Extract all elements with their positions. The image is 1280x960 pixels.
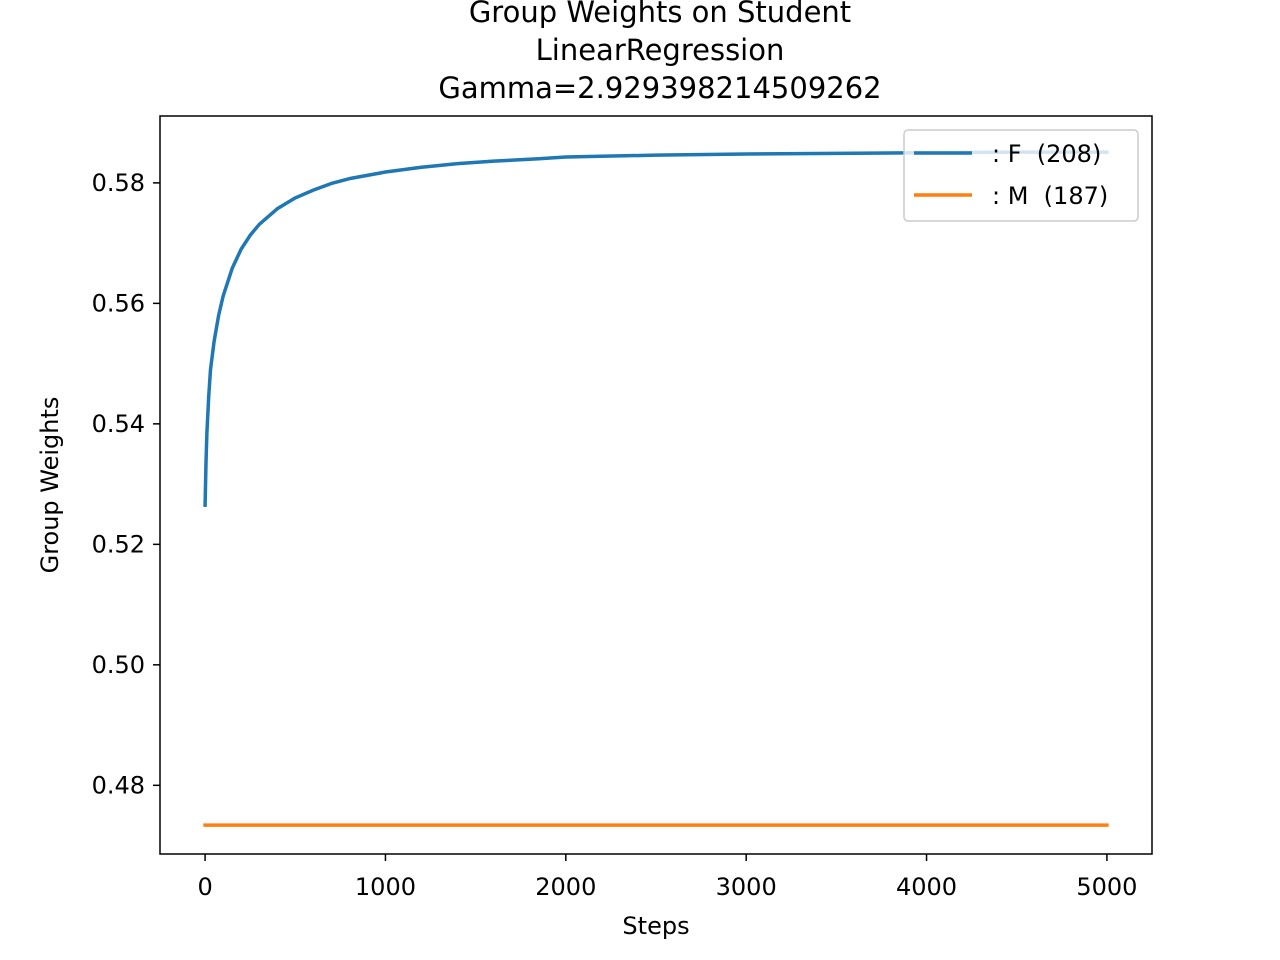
title-line: Gamma=2.929398214509262: [438, 71, 881, 105]
x-tick-label: 2000: [535, 873, 596, 901]
x-tick-label: 5000: [1076, 873, 1137, 901]
x-tick-label: 1000: [355, 873, 416, 901]
x-axis-label: Steps: [622, 912, 689, 940]
y-tick-label: 0.54: [92, 410, 145, 438]
legend: : F (208) : M (187): [903, 129, 1139, 222]
title-line: Group Weights on Student: [469, 0, 851, 29]
x-tick-label: 0: [197, 873, 212, 901]
y-tick-label: 0.48: [92, 771, 145, 799]
y-tick-label: 0.52: [92, 530, 145, 558]
y-tick-label: 0.50: [92, 651, 145, 679]
x-axis: 0 1000 2000 3000 4000 5000: [197, 854, 1137, 901]
legend-label: : F (208): [992, 140, 1101, 168]
y-axis-label: Group Weights: [36, 397, 64, 574]
title-line: LinearRegression: [536, 33, 785, 67]
y-tick-label: 0.58: [92, 169, 145, 197]
y-tick-label: 0.56: [92, 289, 145, 317]
legend-label: : M (187): [992, 182, 1108, 210]
chart-title: Group Weights on Student LinearRegression…: [438, 0, 881, 105]
series-layer: [203, 150, 1109, 827]
x-tick-label: 3000: [716, 873, 777, 901]
x-tick-label: 4000: [896, 873, 957, 901]
series-line: [203, 150, 1109, 507]
y-axis: 0.48 0.50 0.52 0.54 0.56 0.58: [92, 169, 160, 799]
plot-frame: [159, 115, 1153, 855]
